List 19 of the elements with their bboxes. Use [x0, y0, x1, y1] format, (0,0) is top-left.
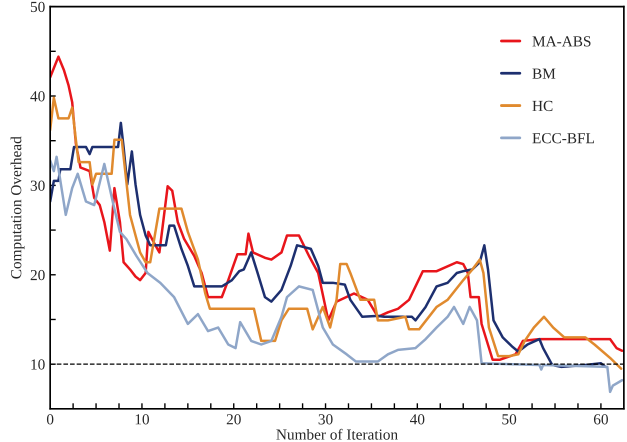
y-tick-label: 10: [31, 359, 45, 370]
y-tick-label: 50: [30, 2, 45, 12]
line-series: [50, 156, 624, 394]
x-tick-label: 0: [46, 414, 54, 424]
y-tick-label: 20: [30, 270, 45, 280]
legend-label: BM: [532, 68, 556, 79]
legend-label: HC: [532, 100, 552, 112]
x-tick-label: 20: [226, 414, 241, 424]
x-tick-label: 10: [136, 414, 150, 424]
x-tick-label: 50: [502, 414, 516, 424]
x-axis-title: Number of Iteration: [276, 428, 398, 440]
x-tick-label: 30: [318, 414, 333, 424]
y-tick-label: 40: [30, 91, 45, 102]
y-axis-title: Computation Overhead: [10, 136, 24, 279]
legend-label: ECC-BFL: [532, 133, 594, 144]
legend-label: MA-ABS: [532, 36, 590, 47]
x-tick-label: 60: [594, 414, 608, 424]
y-tick-label: 30: [30, 180, 45, 191]
x-tick-label: 40: [410, 414, 424, 424]
